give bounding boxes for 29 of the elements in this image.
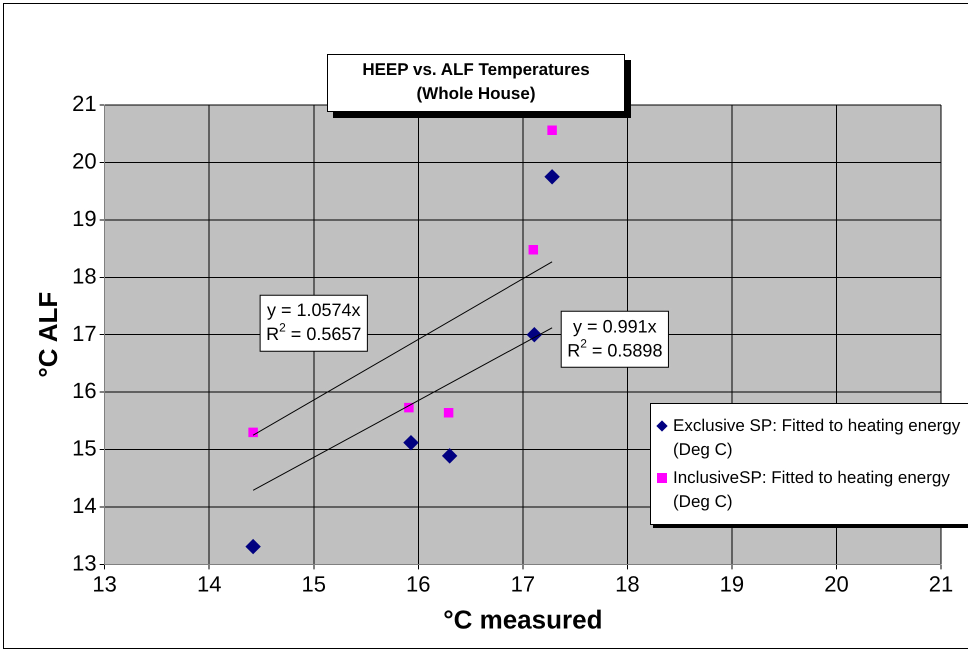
y-tick-label: 17 xyxy=(72,320,97,346)
x-tick-label: 19 xyxy=(720,572,744,597)
y-tick-label: 20 xyxy=(72,148,97,174)
y-tick-label: 15 xyxy=(72,436,97,461)
x-tick-label: 16 xyxy=(406,572,431,597)
x-axis-title: °C measured xyxy=(443,604,602,635)
point xyxy=(444,408,454,418)
x-tick-label: 18 xyxy=(615,572,640,597)
legend-label: Exclusive SP: Fitted to heating energy (Deg C) xyxy=(673,415,962,461)
point xyxy=(528,244,538,254)
x-tick-label: 17 xyxy=(510,572,536,597)
y-tick-label: 16 xyxy=(72,378,97,404)
y-axis-title: °C ALF xyxy=(32,292,63,378)
legend-label: InclusiveSP: Fitted to heating energy (Deg C) xyxy=(673,467,951,513)
point xyxy=(403,435,418,450)
y-tick-label: 21 xyxy=(72,91,97,116)
point xyxy=(544,169,560,184)
x-tick-label: 14 xyxy=(196,572,222,597)
point xyxy=(547,126,557,136)
point xyxy=(246,539,261,554)
x-tick-label: 21 xyxy=(928,572,954,597)
point xyxy=(442,448,458,464)
y-tick-label: 14 xyxy=(72,493,97,518)
y-tick-label: 19 xyxy=(72,206,97,231)
point xyxy=(248,428,258,438)
chart-title: HEEP vs. ALF Temperatures (Whole House) xyxy=(361,59,591,105)
x-tick-label: 20 xyxy=(824,572,849,597)
y-tick-label: 18 xyxy=(72,263,97,288)
x-tick-label: 15 xyxy=(302,572,326,597)
